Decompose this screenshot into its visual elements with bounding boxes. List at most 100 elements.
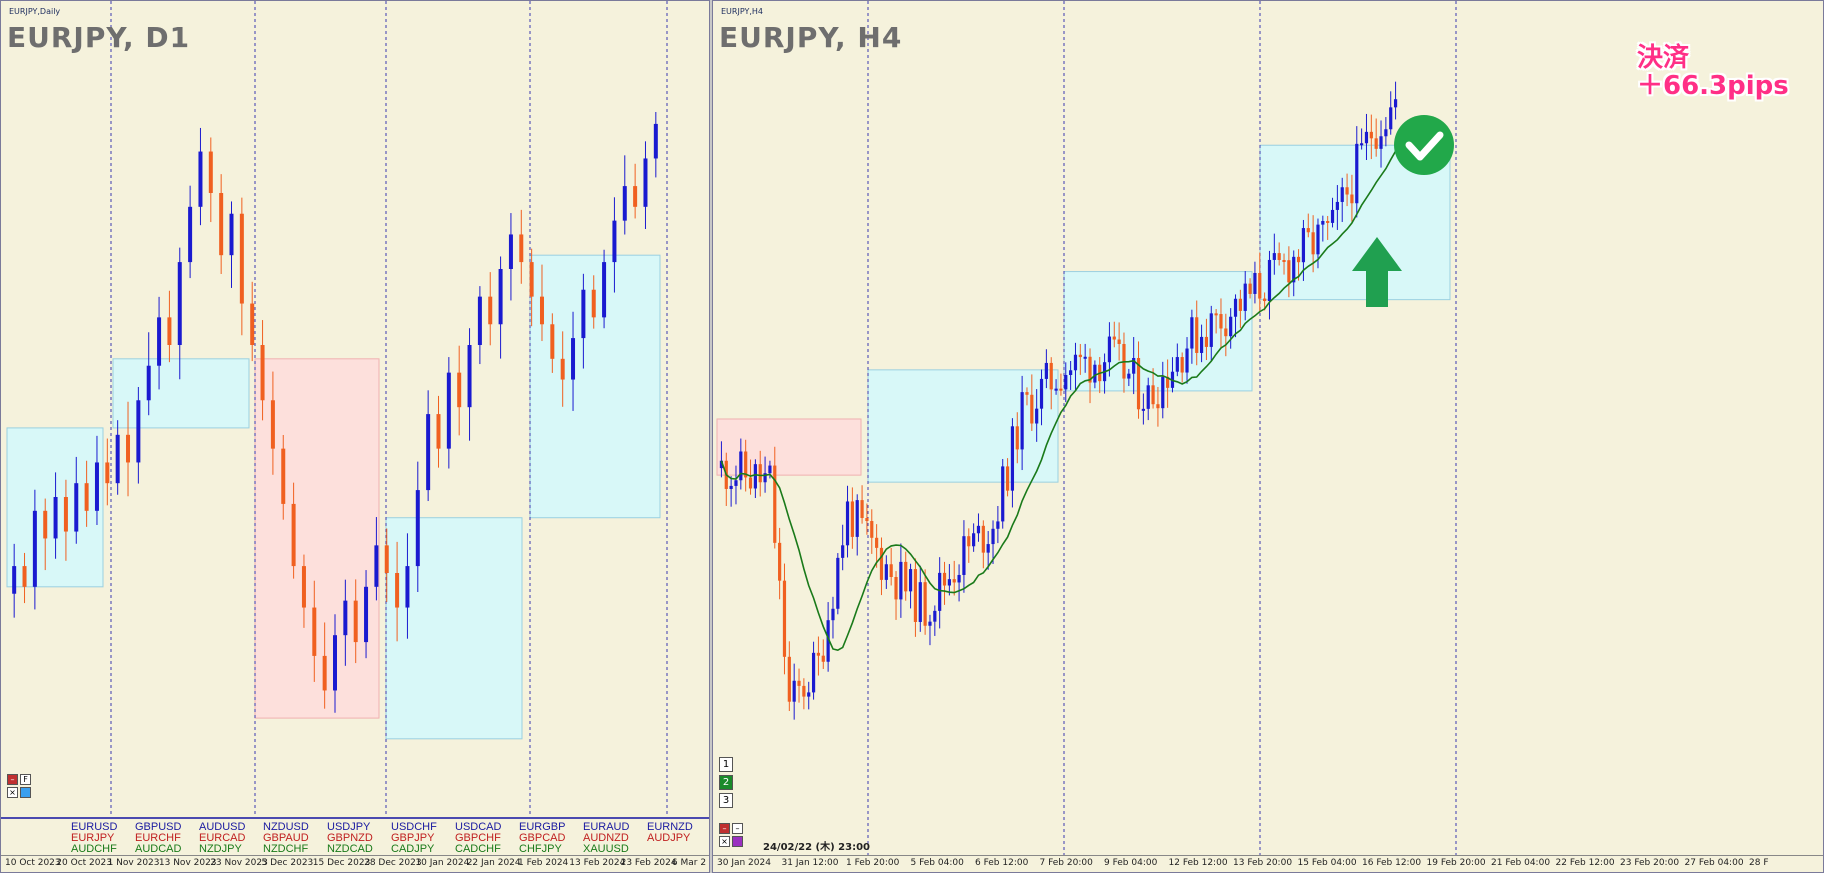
h4-candle-body-65 — [1035, 408, 1039, 424]
h4-candle-body-116 — [1282, 260, 1286, 263]
symbol-gbpcad[interactable]: GBPCAD — [519, 832, 566, 844]
h4-candle-body-28 — [855, 500, 859, 537]
candle-body-33 — [353, 600, 358, 643]
symbol-nzdchf[interactable]: NZDCHF — [263, 843, 309, 855]
h4-candle-body-18 — [807, 692, 811, 697]
symbol-cadjpy[interactable]: CADJPY — [391, 843, 435, 855]
symbol-audjpy[interactable]: AUDJPY — [647, 832, 691, 844]
h4-time-tick-label: 16 Feb 12:00 — [1362, 858, 1422, 868]
candle-body-3 — [43, 510, 48, 539]
h4-candle-body-125 — [1326, 220, 1330, 223]
blue-square-button[interactable] — [20, 787, 31, 798]
symbol-usdcad[interactable]: USDCAD — [455, 821, 502, 833]
candle-body-18 — [198, 151, 203, 207]
h4-time-tick-label: 31 Jan 12:00 — [781, 858, 839, 868]
h4-chart-window[interactable]: EURJPY,H4 EURJPY, H4 決済 ＋66.3pips 1 2 3 … — [712, 0, 1824, 873]
h4-candle-body-62 — [1020, 392, 1024, 450]
x-button[interactable]: × — [7, 787, 18, 798]
tf-button-3[interactable]: 3 — [719, 793, 733, 808]
h4-candle-body-86 — [1136, 357, 1141, 410]
h4-candle-body-121 — [1306, 228, 1310, 233]
symbol-audchf[interactable]: AUDCHF — [71, 843, 117, 855]
up-arrow-icon — [1352, 237, 1402, 307]
h4-chart-canvas[interactable] — [713, 1, 1824, 873]
h4-window-title: EURJPY,H4 — [721, 7, 764, 16]
symbol-xauusd[interactable]: XAUUSD — [583, 843, 629, 855]
symbol-gbpaud[interactable]: GBPAUD — [263, 832, 309, 844]
symbol-cadchf[interactable]: CADCHF — [455, 843, 501, 855]
h4-candle-body-114 — [1272, 253, 1276, 260]
symbol-usdjpy[interactable]: USDJPY — [327, 821, 371, 833]
daily-chart-window[interactable]: EURJPY,Daily EURJPY, D1 – F × EURUSD EURJ… — [0, 0, 710, 873]
h4-candle-body-105 — [1229, 316, 1233, 337]
candle-body-44 — [467, 345, 472, 408]
h4-candle-body-43 — [928, 621, 932, 626]
symbol-audusd[interactable]: AUDUSD — [199, 821, 246, 833]
close-chart-button[interactable]: – — [719, 823, 730, 834]
time-tick-label: 23 Nov 2023 — [210, 858, 268, 868]
h4-candle-body-59 — [1005, 466, 1010, 491]
symbol-audnzd[interactable]: AUDNZD — [583, 832, 629, 844]
h4-candle-body-11 — [773, 465, 777, 543]
symbol-eurjpy[interactable]: EURJPY — [71, 832, 115, 844]
h4-candle-body-58 — [1001, 466, 1005, 522]
h4-candle-body-92 — [1166, 376, 1170, 388]
symbol-nzdcad[interactable]: NZDCAD — [327, 843, 373, 855]
h4-candle-body-33 — [879, 547, 884, 580]
h4-candle-body-87 — [1141, 408, 1145, 411]
symbol-audcad[interactable]: AUDCAD — [135, 843, 182, 855]
purple-square-button[interactable] — [732, 836, 743, 847]
candle-body-21 — [229, 213, 234, 256]
time-tick-label: 28 Dec 2023 — [364, 858, 422, 868]
symbol-eurchf[interactable]: EURCHF — [135, 832, 181, 844]
daily-chart-canvas[interactable] — [1, 1, 710, 873]
symbol-eurnzd[interactable]: EURNZD — [647, 821, 693, 833]
h4-candle-body-135 — [1374, 138, 1378, 149]
h4-candle-body-68 — [1049, 362, 1053, 390]
tf-button-1[interactable]: 1 — [719, 757, 733, 772]
tf-button-2[interactable]: 2 — [719, 775, 733, 790]
symbol-eurusd[interactable]: EURUSD — [71, 821, 118, 833]
h4-candle-body-69 — [1054, 388, 1058, 391]
symbol-euraud[interactable]: EURAUD — [583, 821, 630, 833]
candle-body-27 — [291, 503, 296, 567]
h4-candle-body-122 — [1311, 232, 1315, 255]
candle-body-19 — [208, 151, 213, 193]
time-tick-label: 22 Jan 2024 — [466, 858, 521, 868]
h4-candle-body-14 — [787, 656, 791, 702]
symbol-gbpchf[interactable]: GBPCHF — [455, 832, 501, 844]
h4-time-tick-label: 7 Feb 20:00 — [1039, 858, 1093, 868]
symbol-gbpnzd[interactable]: GBPNZD — [327, 832, 373, 844]
candle-body-50 — [529, 262, 534, 297]
symbol-chfjpy[interactable]: CHFJPY — [519, 843, 562, 855]
h4-candle-body-67 — [1044, 362, 1048, 379]
f-button[interactable]: F — [20, 774, 31, 785]
candle-body-54 — [571, 338, 576, 380]
symbol-usdchf[interactable]: USDCHF — [391, 821, 437, 833]
h4-candle-body-127 — [1335, 201, 1339, 210]
h4-candle-body-110 — [1253, 272, 1257, 294]
candle-body-26 — [281, 448, 286, 504]
h4-candle-body-77 — [1093, 364, 1097, 383]
h4-candle-body-25 — [841, 545, 845, 558]
symbol-eurgbp[interactable]: EURGBP — [519, 821, 566, 833]
h4-candle-body-72 — [1069, 370, 1073, 375]
symbol-eurcad[interactable]: EURCAD — [199, 832, 246, 844]
symbol-gbpusd[interactable]: GBPUSD — [135, 821, 182, 833]
h4-candle-body-109 — [1248, 283, 1252, 294]
close-chart-button[interactable]: – — [7, 774, 18, 785]
h4-candle-body-100 — [1204, 336, 1209, 347]
symbol-nzdusd[interactable]: NZDUSD — [263, 821, 309, 833]
h4-candle-body-73 — [1073, 354, 1078, 371]
h4-candle-body-115 — [1277, 253, 1281, 261]
symbol-nzdjpy[interactable]: NZDJPY — [199, 843, 242, 855]
h4-candle-body-51 — [967, 536, 971, 547]
candle-body-41 — [436, 414, 441, 449]
settlement-line2: ＋66.3pips — [1637, 71, 1789, 101]
symbol-gbpjpy[interactable]: GBPJPY — [391, 832, 435, 844]
minimize-button[interactable]: – — [732, 823, 743, 834]
h4-candle-body-31 — [870, 521, 874, 538]
candle-body-52 — [550, 324, 555, 359]
x-button[interactable]: × — [719, 836, 730, 847]
h4-candle-body-71 — [1064, 374, 1068, 390]
